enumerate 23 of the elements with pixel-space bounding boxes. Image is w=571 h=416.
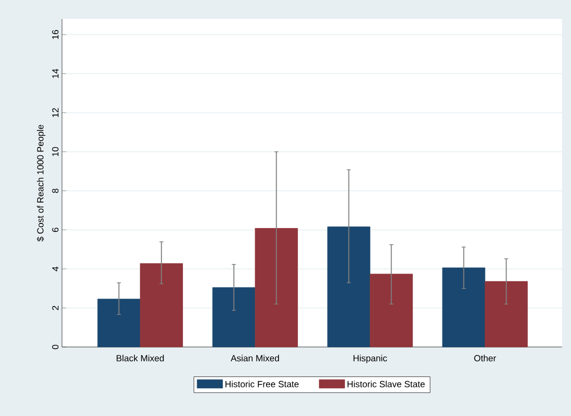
bar — [97, 298, 140, 348]
y-tick-label: 14 — [52, 68, 58, 78]
x-tick-label: Black Mixed — [116, 354, 164, 362]
x-tick-label: Hispanic — [354, 354, 387, 364]
y-tick-label: 10 — [52, 147, 58, 156]
bar — [327, 226, 370, 348]
y-tick-label: 0 — [52, 344, 58, 350]
bar — [442, 268, 486, 348]
y-tick-label: 6 — [52, 228, 58, 232]
x-tick-label: Other — [474, 354, 496, 362]
legend-label: Historic Slave State — [348, 380, 425, 388]
bar — [212, 287, 256, 348]
bar — [370, 274, 413, 348]
y-tick-label: 4 — [52, 266, 58, 272]
x-tick-label: Asian Mixed — [230, 354, 279, 362]
y-tick-label: 12 — [52, 108, 58, 118]
legend-label: Historic Free State — [226, 380, 299, 388]
bar — [484, 281, 528, 348]
y-tick-label: 8 — [52, 188, 58, 193]
y-tick-label: 16 — [52, 30, 58, 39]
y-axis-title: $ Cost of Reach 1000 People — [36, 124, 46, 242]
y-tick-label: 2 — [52, 306, 58, 310]
bar — [140, 263, 183, 348]
